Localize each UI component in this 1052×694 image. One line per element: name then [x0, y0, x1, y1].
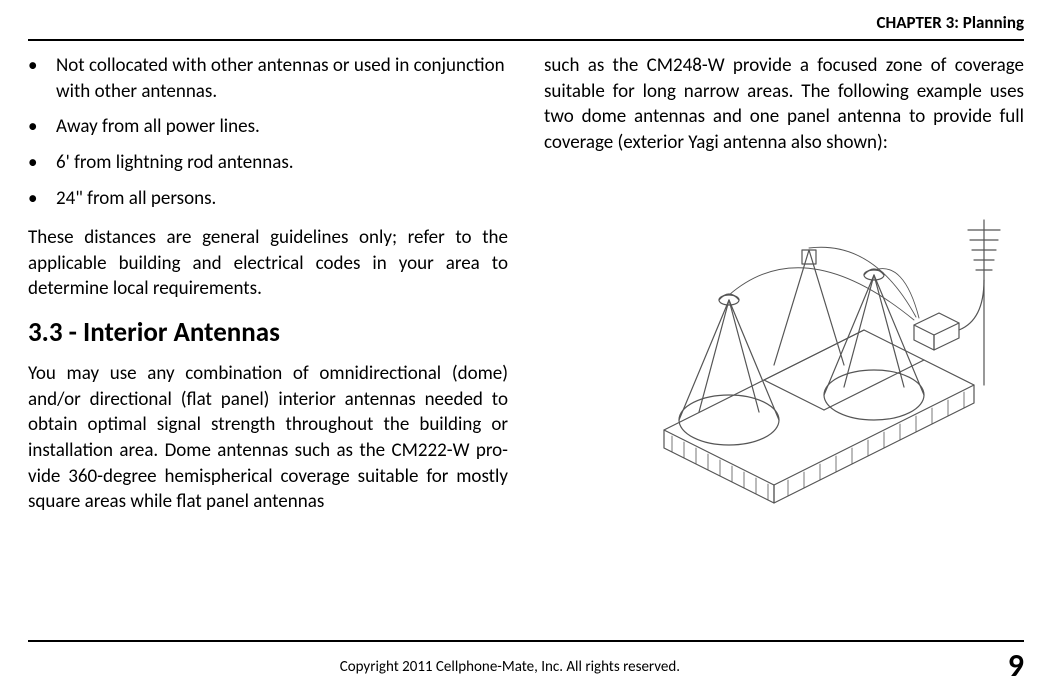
bullet-icon: • [28, 53, 56, 79]
list-item: • Away from all power lines. [28, 114, 508, 140]
list-item: • 24" from all persons. [28, 186, 508, 212]
body-paragraph-left: You may use any combination of omnidirec… [28, 361, 508, 515]
bullet-icon: • [28, 186, 56, 212]
bullet-text: Not collocated with other antennas or us… [56, 53, 508, 104]
bullet-list: • Not collocated with other antennas or … [28, 53, 508, 211]
page-number: 9 [1008, 650, 1024, 682]
section-heading: 3.3 - Interior Antennas [28, 316, 508, 349]
content-columns: • Not collocated with other antennas or … [28, 41, 1024, 632]
antenna-coverage-figure [544, 170, 1024, 550]
list-item: • Not collocated with other antennas or … [28, 53, 508, 104]
page-header: CHAPTER 3: Planning [28, 12, 1024, 41]
chapter-title: CHAPTER 3: Planning [876, 12, 1024, 33]
bullet-icon: • [28, 150, 56, 176]
bullet-icon: • [28, 114, 56, 140]
guidelines-paragraph: These distances are general guidelines o… [28, 225, 508, 302]
body-paragraph-right: such as the CM248-W provide a focused zo… [544, 53, 1024, 156]
bullet-text: Away from all power lines. [56, 114, 508, 140]
floorplan-isometric-icon [544, 170, 1024, 550]
page-footer: Copyright 2011 Cellphone-Mate, Inc. All … [28, 640, 1024, 682]
bullet-text: 24" from all persons. [56, 186, 508, 212]
right-column: such as the CM248-W provide a focused zo… [544, 53, 1024, 632]
list-item: • 6' from lightning rod antennas. [28, 150, 508, 176]
page: CHAPTER 3: Planning • Not collocated wit… [0, 0, 1052, 694]
copyright-text: Copyright 2011 Cellphone-Mate, Inc. All … [28, 650, 992, 676]
bullet-text: 6' from lightning rod antennas. [56, 150, 508, 176]
left-column: • Not collocated with other antennas or … [28, 53, 508, 632]
